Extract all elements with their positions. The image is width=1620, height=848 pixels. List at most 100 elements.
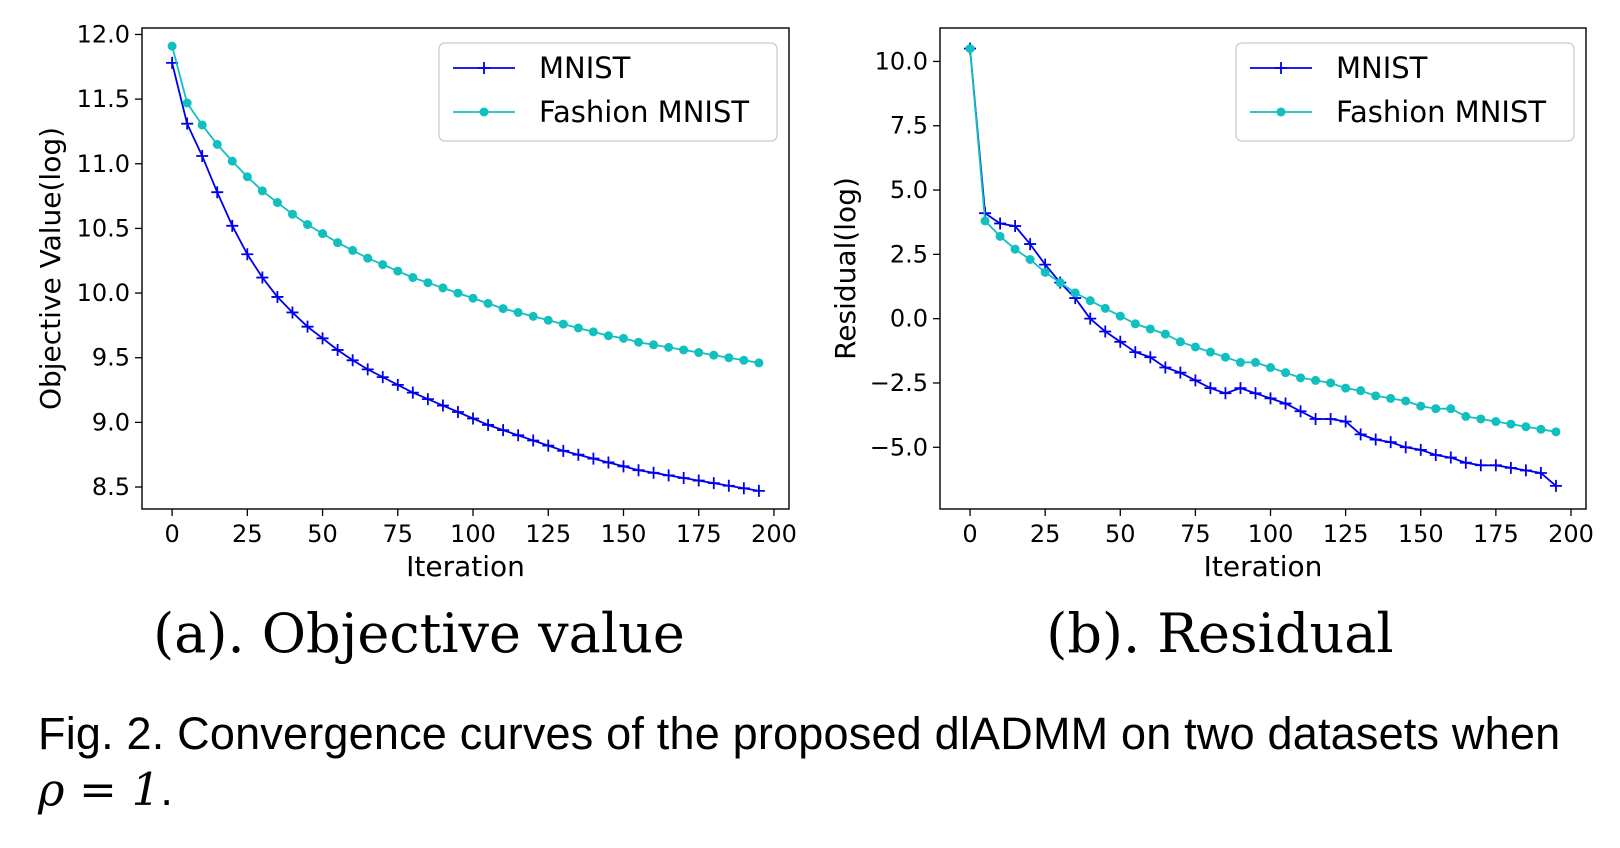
objective-y-tick-label: 10.5 — [77, 214, 130, 242]
residual-fashion-mnist-point — [1461, 411, 1471, 421]
objective-fashion-mnist-point — [363, 253, 373, 263]
objective-legend-fashion-mnist-label: Fashion MNIST — [539, 95, 749, 129]
objective-mnist-point — [497, 424, 510, 437]
residual-fashion-mnist-point — [1040, 267, 1050, 277]
objective-fashion-mnist-point — [603, 331, 613, 341]
objective-mnist-point — [181, 117, 194, 130]
objective-fashion-mnist-point — [634, 337, 644, 347]
residual-mnist-point — [1504, 461, 1517, 474]
objective-fashion-mnist-point — [182, 98, 192, 108]
objective-mnist-point — [527, 434, 540, 447]
residual-mnist-point — [1549, 479, 1562, 492]
objective-fashion-mnist-point — [543, 315, 553, 325]
objective-fashion-mnist-point — [483, 298, 493, 308]
residual-mnist-point — [1189, 374, 1202, 387]
objective-fashion-mnist-point — [378, 260, 388, 270]
objective-mnist-point — [361, 363, 374, 376]
objective-mnist-point — [316, 332, 329, 345]
objective-mnist-point — [707, 477, 720, 490]
residual-x-tick-label: 50 — [1105, 520, 1136, 548]
objective-mnist-line — [171, 62, 760, 492]
residual-fashion-mnist-point — [1160, 329, 1170, 339]
residual-mnist-point — [1519, 464, 1532, 477]
objective-mnist-point — [346, 354, 359, 367]
residual-fashion-mnist-point — [1281, 368, 1291, 378]
objective-x-tick-label: 150 — [601, 520, 647, 548]
residual-legend-fashion-mnist-label: Fashion MNIST — [1336, 95, 1546, 129]
residual-fashion-mnist-point — [995, 231, 1005, 241]
residual-mnist-point — [1309, 412, 1322, 425]
residual-fashion-mnist-point — [1491, 417, 1501, 427]
objective-fashion-mnist-point — [393, 266, 403, 276]
objective-mnist-point — [557, 444, 570, 457]
residual-mnist-point — [1084, 312, 1097, 325]
objective-fashion-mnist-point — [453, 288, 463, 298]
residual-mnist-point — [1024, 238, 1037, 251]
objective-x-tick-label: 25 — [232, 520, 263, 548]
objective-mnist-point — [677, 471, 690, 484]
residual-fashion-mnist-line — [969, 48, 1557, 433]
objective-mnist-point — [542, 439, 555, 452]
residual-fashion-mnist-point — [1296, 373, 1306, 383]
residual-mnist-point — [1264, 392, 1277, 405]
objective-mnist-point — [211, 186, 224, 199]
residual-x-tick-label: 0 — [962, 520, 977, 548]
objective-x-tick-label: 175 — [676, 520, 722, 548]
objective-x-tick-label: 200 — [751, 520, 797, 548]
residual-legend — [1235, 42, 1575, 142]
residual-legend-mnist-marker — [1275, 62, 1287, 74]
objective-mnist-point — [376, 371, 389, 384]
objective-mnist-point — [286, 306, 299, 319]
residual-mnist-line — [969, 48, 1557, 487]
residual-y-tick-label: 10.0 — [875, 47, 928, 75]
residual-x-tick-label: 175 — [1473, 520, 1519, 548]
residual-y-axis-label: Residual(log) — [829, 177, 862, 360]
objective-fashion-mnist-point — [468, 293, 478, 303]
residual-y-tick-label: 5.0 — [890, 176, 928, 204]
residual-x-tick-label: 100 — [1248, 520, 1294, 548]
objective-fashion-mnist-point — [498, 304, 508, 314]
residual-fashion-mnist-point — [1055, 278, 1065, 288]
objective-mnist-point — [196, 150, 209, 163]
residual-x-tick-label: 75 — [1180, 520, 1211, 548]
objective-fashion-mnist-point — [664, 342, 674, 352]
caption-math: ρ = 1 — [38, 763, 161, 816]
residual-fashion-mnist-point — [1205, 347, 1215, 357]
residual-mnist-point — [1324, 412, 1337, 425]
objective-mnist-point — [467, 412, 480, 425]
residual-x-axis-label: Iteration — [1204, 550, 1323, 583]
objective-legend-mnist-marker — [478, 62, 490, 74]
objective-mnist-point — [587, 452, 600, 465]
objective-fashion-mnist-point — [558, 319, 568, 329]
objective-y-tick-label: 12.0 — [77, 20, 130, 48]
objective-legend-mnist-label: MNIST — [539, 51, 631, 85]
residual-fashion-mnist-point — [1175, 337, 1185, 347]
residual-fashion-mnist-point — [1386, 393, 1396, 403]
objective-x-tick-label: 100 — [450, 520, 496, 548]
residual-fashion-mnist-point — [1326, 378, 1336, 388]
objective-mnist-point — [256, 271, 269, 284]
objective-mnist-point — [451, 406, 464, 419]
objective-fashion-mnist-point — [272, 198, 282, 208]
residual-fashion-mnist-point — [1446, 404, 1456, 414]
objective-mnist-point — [421, 393, 434, 406]
objective-mnist-point — [406, 386, 419, 399]
objective-mnist-point — [512, 429, 525, 442]
residual-mnist-point — [1099, 325, 1112, 338]
residual-fashion-mnist-point — [1266, 363, 1276, 373]
objective-mnist-point — [617, 460, 630, 473]
objective-plot-frame — [141, 27, 790, 510]
residual-mnist-point — [1219, 387, 1232, 400]
objective-fashion-mnist-point — [167, 41, 177, 51]
objective-fashion-mnist-point — [513, 307, 523, 317]
residual-y-tick-label: 7.5 — [890, 112, 928, 140]
residual-fashion-mnist-point — [1190, 342, 1200, 352]
residual-mnist-point — [1474, 459, 1487, 472]
residual-fashion-mnist-point — [1536, 424, 1546, 434]
objective-y-tick-label: 8.5 — [92, 473, 130, 501]
residual-mnist-point — [1414, 443, 1427, 456]
residual-mnist-point — [1489, 459, 1502, 472]
objective-fashion-mnist-point — [287, 209, 297, 219]
residual-mnist-point — [1279, 397, 1292, 410]
residual-mnist-point — [1429, 448, 1442, 461]
